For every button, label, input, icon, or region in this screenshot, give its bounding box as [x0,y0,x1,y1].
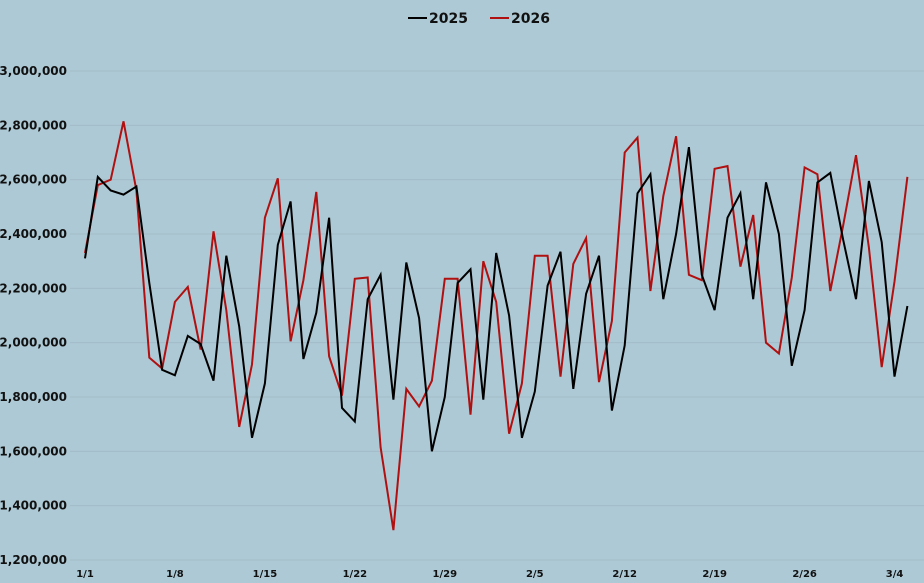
x-tick-label: 1/29 [433,569,458,580]
y-tick-label: 1,200,000 [0,553,67,567]
series-lines [84,121,909,531]
series-line-2025 [84,146,909,452]
x-tick-label: 2/26 [792,569,817,580]
legend-label-2025: 2025 [429,11,468,27]
y-axis-ticks: 1,200,000 1,400,000 1,600,000 1,800,000 2,00… [0,64,67,567]
y-tick-label: 3,000,000 [0,64,67,78]
x-tick-label: 1/15 [253,569,278,580]
y-tick-label: 1,600,000 [0,444,67,458]
y-tick-label: 2,600,000 [0,173,67,187]
y-tick-label: 2,400,000 [0,227,67,241]
x-tick-label: 1/1 [76,569,94,580]
y-tick-label: 2,800,000 [0,118,67,132]
x-tick-label: 1/22 [343,569,368,580]
x-tick-label: 2/19 [702,569,727,580]
y-tick-label: 1,800,000 [0,390,67,404]
y-tick-label: 2,200,000 [0,281,67,295]
legend-label-2026: 2026 [511,11,550,27]
x-tick-label: 2/5 [526,569,544,580]
series-line-2026 [84,121,909,531]
x-tick-label: 2/12 [612,569,637,580]
legend: 2025 2026 [408,11,550,27]
x-tick-label: 3/4 [886,569,904,580]
y-tick-label: 1,400,000 [0,499,67,513]
x-axis-ticks: 1/1 1/8 1/15 1/22 1/29 2/5 2/12 2/19 2/26 3/4 [76,569,903,580]
y-tick-label: 2,000,000 [0,336,67,350]
x-tick-label: 1/8 [166,569,184,580]
